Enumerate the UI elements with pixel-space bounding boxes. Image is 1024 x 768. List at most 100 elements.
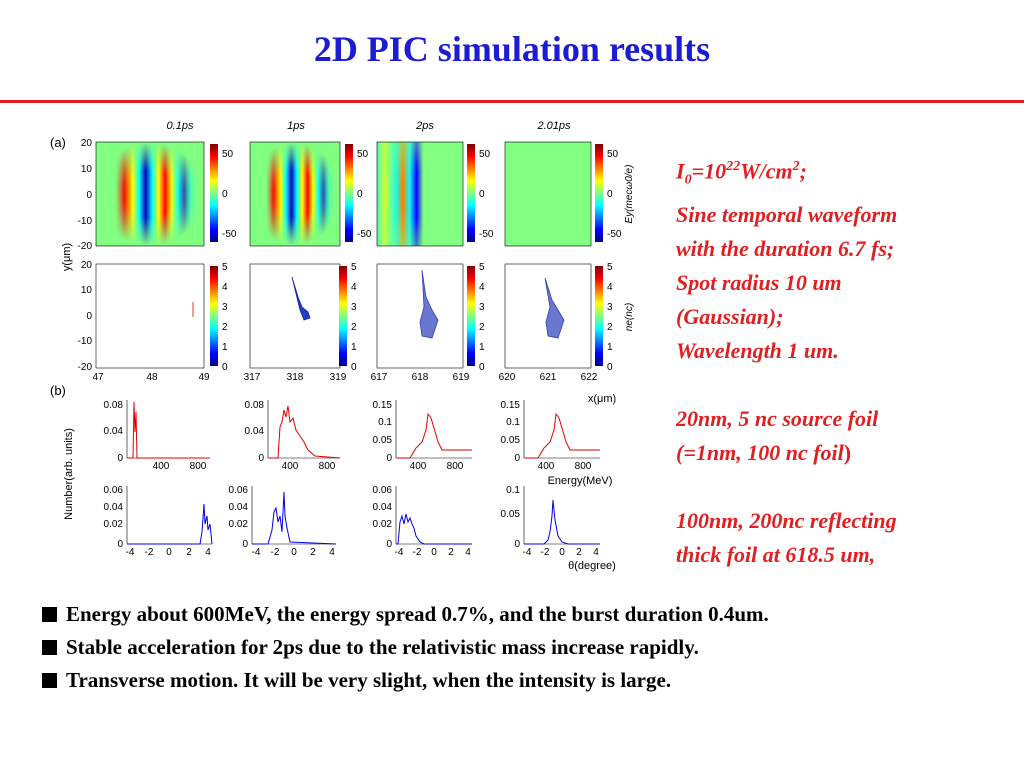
time-title: 2.01ps bbox=[536, 120, 571, 132]
svg-text:0: 0 bbox=[386, 453, 392, 464]
svg-text:0: 0 bbox=[479, 189, 485, 200]
svg-text:800: 800 bbox=[447, 461, 464, 472]
angle-axis-label: θ(degree) bbox=[568, 560, 616, 572]
svg-text:2: 2 bbox=[351, 322, 357, 333]
foil-position-line: thick foil at 618.5 um, bbox=[676, 541, 876, 567]
square-bullet-icon bbox=[42, 673, 57, 688]
svg-text:-2: -2 bbox=[271, 547, 280, 558]
ey-colorbar-label: Ey(mecω0/e) bbox=[624, 165, 635, 224]
svg-text:4: 4 bbox=[351, 282, 357, 293]
svg-text:50: 50 bbox=[222, 149, 234, 160]
ey-colorbar-ticks: 50 0 -50 50 0 -50 50 0 -50 50 0 -50 bbox=[222, 149, 622, 240]
svg-text:617: 617 bbox=[371, 372, 388, 383]
svg-text:621: 621 bbox=[540, 372, 557, 383]
svg-text:622: 622 bbox=[581, 372, 598, 383]
svg-text:10: 10 bbox=[81, 164, 93, 175]
square-bullet-icon bbox=[42, 607, 57, 622]
svg-text:319: 319 bbox=[330, 372, 347, 383]
svg-text:0.06: 0.06 bbox=[229, 485, 249, 496]
energy-spectrum-0.1ps bbox=[126, 400, 210, 459]
svg-text:3: 3 bbox=[351, 302, 357, 313]
x-axis-label: x(μm) bbox=[588, 393, 616, 405]
svg-text:10: 10 bbox=[81, 285, 93, 296]
svg-text:0.04: 0.04 bbox=[245, 426, 265, 437]
source-foil-line: 20nm, 5 nc source foil bbox=[676, 405, 879, 431]
simulation-figure: (a) (b) 0.1ps 1ps 2ps 2.01ps 50 0 -50 50… bbox=[50, 120, 635, 572]
svg-text:20: 20 bbox=[81, 138, 93, 149]
intensity-line: I0=1022W/cm2; bbox=[676, 158, 807, 188]
svg-text:0: 0 bbox=[607, 362, 613, 373]
gaussian-line: (Gaussian); bbox=[676, 303, 784, 329]
ne-colorbar bbox=[210, 266, 603, 366]
angle-x-ticks: -4 -2 0 2 4 -4 -2 0 2 4 -4 -2 0 2 4 -4 -… bbox=[126, 547, 600, 558]
angle-distribution-2.01ps bbox=[523, 486, 600, 545]
wavelength-line: Wavelength 1 um. bbox=[676, 337, 839, 363]
svg-text:4: 4 bbox=[607, 282, 613, 293]
simulation-parameters: I0=1022W/cm2; Sine temporal waveform wit… bbox=[676, 150, 1016, 572]
svg-text:400: 400 bbox=[538, 461, 555, 472]
svg-text:2: 2 bbox=[310, 547, 316, 558]
svg-text:400: 400 bbox=[282, 461, 299, 472]
reflecting-foil-line: 100nm, 200nc reflecting bbox=[676, 507, 897, 533]
svg-text:800: 800 bbox=[190, 461, 207, 472]
y-axis-label: y(μm) bbox=[61, 243, 73, 271]
svg-text:0: 0 bbox=[86, 311, 92, 322]
list-item: Transverse motion. It will be very sligh… bbox=[42, 664, 1012, 697]
svg-text:2: 2 bbox=[448, 547, 454, 558]
svg-text:4: 4 bbox=[593, 547, 599, 558]
svg-text:5: 5 bbox=[479, 262, 485, 273]
svg-text:1: 1 bbox=[607, 342, 613, 353]
svg-text:0.02: 0.02 bbox=[104, 519, 124, 530]
svg-text:0.06: 0.06 bbox=[104, 485, 124, 496]
energy-spectrum-2ps bbox=[395, 400, 472, 459]
svg-text:0.08: 0.08 bbox=[245, 400, 265, 411]
svg-text:0: 0 bbox=[431, 547, 437, 558]
svg-text:3: 3 bbox=[479, 302, 485, 313]
svg-text:3: 3 bbox=[607, 302, 613, 313]
svg-text:0.08: 0.08 bbox=[104, 400, 124, 411]
time-title: 2ps bbox=[415, 120, 434, 132]
svg-text:0.1: 0.1 bbox=[378, 417, 392, 428]
svg-text:0: 0 bbox=[222, 362, 228, 373]
svg-text:0.04: 0.04 bbox=[104, 426, 124, 437]
svg-text:317: 317 bbox=[244, 372, 261, 383]
svg-text:-20: -20 bbox=[78, 241, 93, 252]
svg-text:0: 0 bbox=[166, 547, 172, 558]
svg-text:-20: -20 bbox=[78, 362, 93, 373]
svg-text:-10: -10 bbox=[78, 216, 93, 227]
svg-text:4: 4 bbox=[479, 282, 485, 293]
svg-text:2: 2 bbox=[576, 547, 582, 558]
svg-text:0: 0 bbox=[117, 539, 123, 550]
svg-text:-10: -10 bbox=[78, 336, 93, 347]
svg-text:-4: -4 bbox=[523, 547, 532, 558]
spot-radius-line: Spot radius 10 um bbox=[676, 269, 842, 295]
svg-text:-4: -4 bbox=[252, 547, 261, 558]
svg-text:0.04: 0.04 bbox=[373, 502, 393, 513]
svg-text:0: 0 bbox=[479, 362, 485, 373]
svg-text:0: 0 bbox=[386, 539, 392, 550]
svg-text:0.05: 0.05 bbox=[373, 435, 393, 446]
svg-text:0: 0 bbox=[514, 539, 520, 550]
svg-text:-50: -50 bbox=[479, 229, 494, 240]
svg-text:0.15: 0.15 bbox=[501, 400, 521, 411]
ne-colorbar-ticks: 5 4 3 2 1 0 5 4 3 2 1 0 5 4 3 2 1 0 5 4 … bbox=[222, 262, 613, 373]
svg-text:1: 1 bbox=[351, 342, 357, 353]
svg-text:5: 5 bbox=[351, 262, 357, 273]
time-title: 0.1ps bbox=[167, 120, 194, 132]
ey-map-0.1ps bbox=[95, 141, 205, 247]
svg-text:-2: -2 bbox=[413, 547, 422, 558]
svg-text:-4: -4 bbox=[395, 547, 404, 558]
number-axis-label: Number(arb. units) bbox=[63, 428, 75, 520]
svg-text:0.06: 0.06 bbox=[373, 485, 393, 496]
svg-text:-50: -50 bbox=[357, 229, 372, 240]
svg-text:5: 5 bbox=[222, 262, 228, 273]
ey-map-2.01ps bbox=[504, 141, 592, 247]
energy-y-ticks: 0.08 0.04 0 0.08 0.04 0 0.15 0.1 0.05 0 … bbox=[104, 400, 521, 464]
svg-text:2: 2 bbox=[222, 322, 228, 333]
svg-text:318: 318 bbox=[287, 372, 304, 383]
list-item: Stable acceleration for 2ps due to the r… bbox=[42, 631, 1012, 664]
svg-text:0: 0 bbox=[222, 189, 228, 200]
svg-text:1: 1 bbox=[479, 342, 485, 353]
panel-a-label: (a) bbox=[50, 135, 66, 150]
svg-text:0.1: 0.1 bbox=[506, 417, 520, 428]
